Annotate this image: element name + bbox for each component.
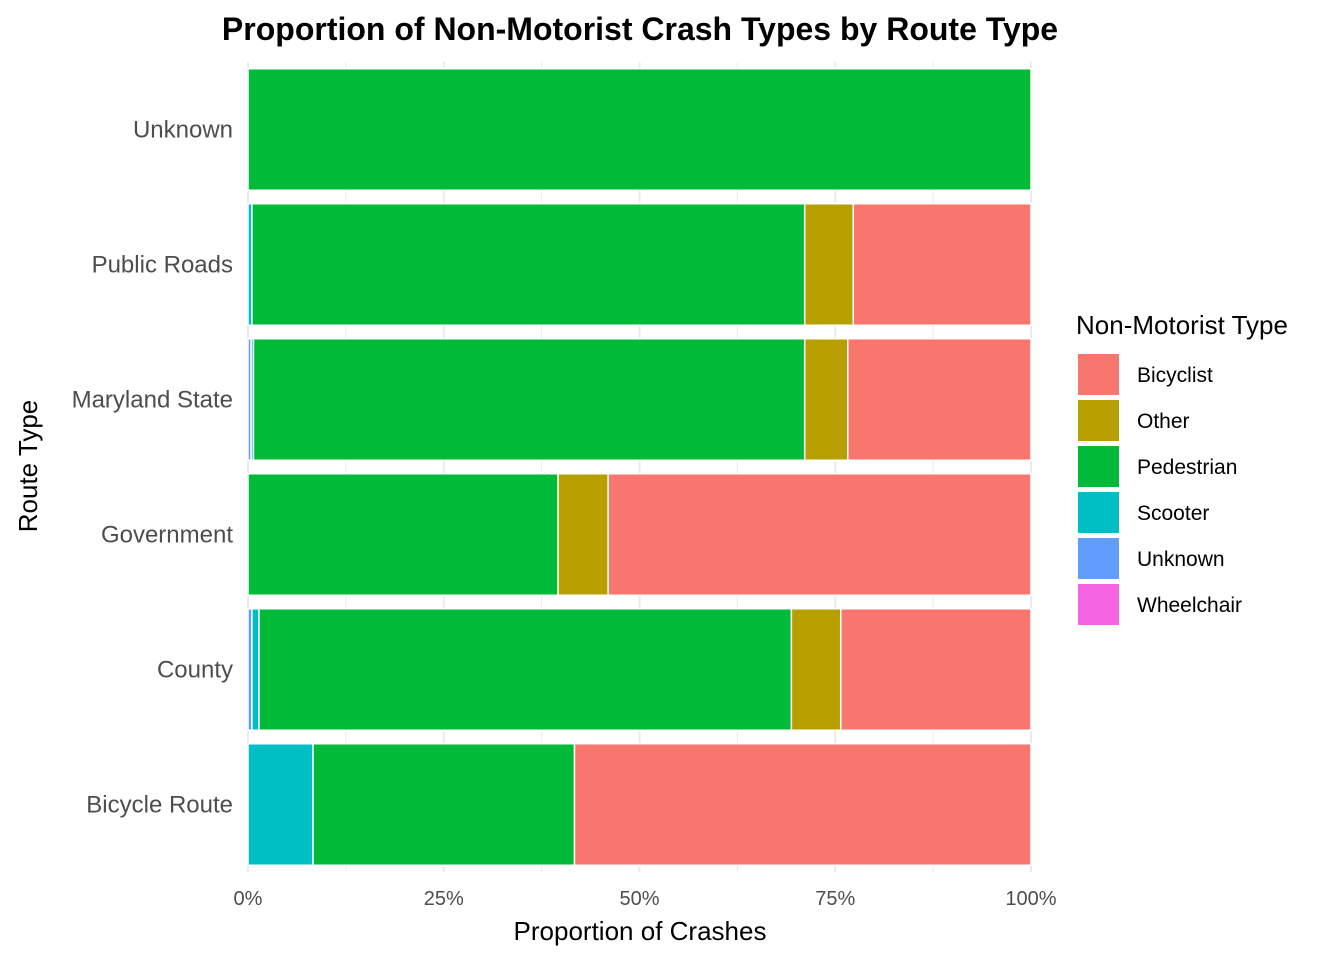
bar-county-pedestrian: [258, 608, 793, 731]
x-tick-label-1: 25%: [424, 888, 464, 910]
bar-bicycle-route-bicyclist: [573, 743, 1032, 866]
legend-label-other: Other: [1137, 410, 1190, 433]
bar-maryland-state-bicyclist: [847, 338, 1032, 461]
legend-swatch-unknown: [1078, 538, 1119, 579]
bar-public-roads-other: [803, 203, 855, 326]
bar-public-roads-pedestrian: [251, 203, 806, 326]
y-tick-label-county: County: [157, 657, 233, 684]
y-axis-labels: Unknown Public Roads Maryland State Governm…: [72, 117, 234, 819]
bars: [247, 68, 1032, 866]
y-tick-label-bicycle-route: Bicycle Route: [86, 792, 233, 819]
x-tick-label-4: 100%: [1005, 888, 1056, 910]
y-tick-label-public-roads: Public Roads: [92, 252, 233, 279]
bar-government-other: [557, 473, 609, 596]
legend-label-wheelchair: Wheelchair: [1137, 594, 1242, 617]
y-tick-label-unknown: Unknown: [133, 117, 233, 144]
bar-maryland-state-other: [803, 338, 849, 461]
bar-public-roads-bicyclist: [852, 203, 1032, 326]
x-tick-label-2: 50%: [619, 888, 659, 910]
bar-unknown-pedestrian: [247, 68, 1032, 191]
bar-bicycle-route-scooter: [247, 743, 314, 866]
legend: Non-Motorist Type Bicyclist Other Pedestri…: [1076, 310, 1288, 625]
bar-county-other: [790, 608, 842, 731]
x-axis-tick-labels: 0% 25% 50% 75% 100%: [234, 888, 1057, 910]
legend-label-scooter: Scooter: [1137, 502, 1209, 525]
bar-bicycle-route-pedestrian: [312, 743, 576, 866]
bar-maryland-state-pedestrian: [252, 338, 806, 461]
x-tick-label-0: 0%: [234, 888, 263, 910]
legend-swatch-pedestrian: [1078, 446, 1119, 487]
y-tick-label-government: Government: [101, 522, 233, 549]
legend-label-pedestrian: Pedestrian: [1137, 456, 1237, 479]
bar-county-bicyclist: [839, 608, 1032, 731]
legend-label-unknown: Unknown: [1137, 548, 1225, 571]
legend-title: Non-Motorist Type: [1076, 310, 1288, 340]
bar-government-bicyclist: [607, 473, 1032, 596]
x-axis-title: Proportion of Crashes: [514, 916, 767, 946]
y-tick-label-maryland-state: Maryland State: [72, 387, 233, 414]
legend-items: Bicyclist Other Pedestrian Scooter Unknown Wh…: [1078, 354, 1242, 625]
bar-county-scooter: [251, 608, 260, 731]
bar-government-pedestrian: [247, 473, 559, 596]
legend-label-bicyclist: Bicyclist: [1137, 364, 1213, 387]
legend-swatch-bicyclist: [1078, 354, 1119, 395]
legend-swatch-scooter: [1078, 492, 1119, 533]
legend-swatch-wheelchair: [1078, 584, 1119, 625]
x-tick-label-3: 75%: [815, 888, 855, 910]
legend-swatch-other: [1078, 400, 1119, 441]
y-axis-title: Route Type: [13, 400, 43, 533]
chart-title: Proportion of Non-Motorist Crash Types b…: [222, 11, 1058, 47]
